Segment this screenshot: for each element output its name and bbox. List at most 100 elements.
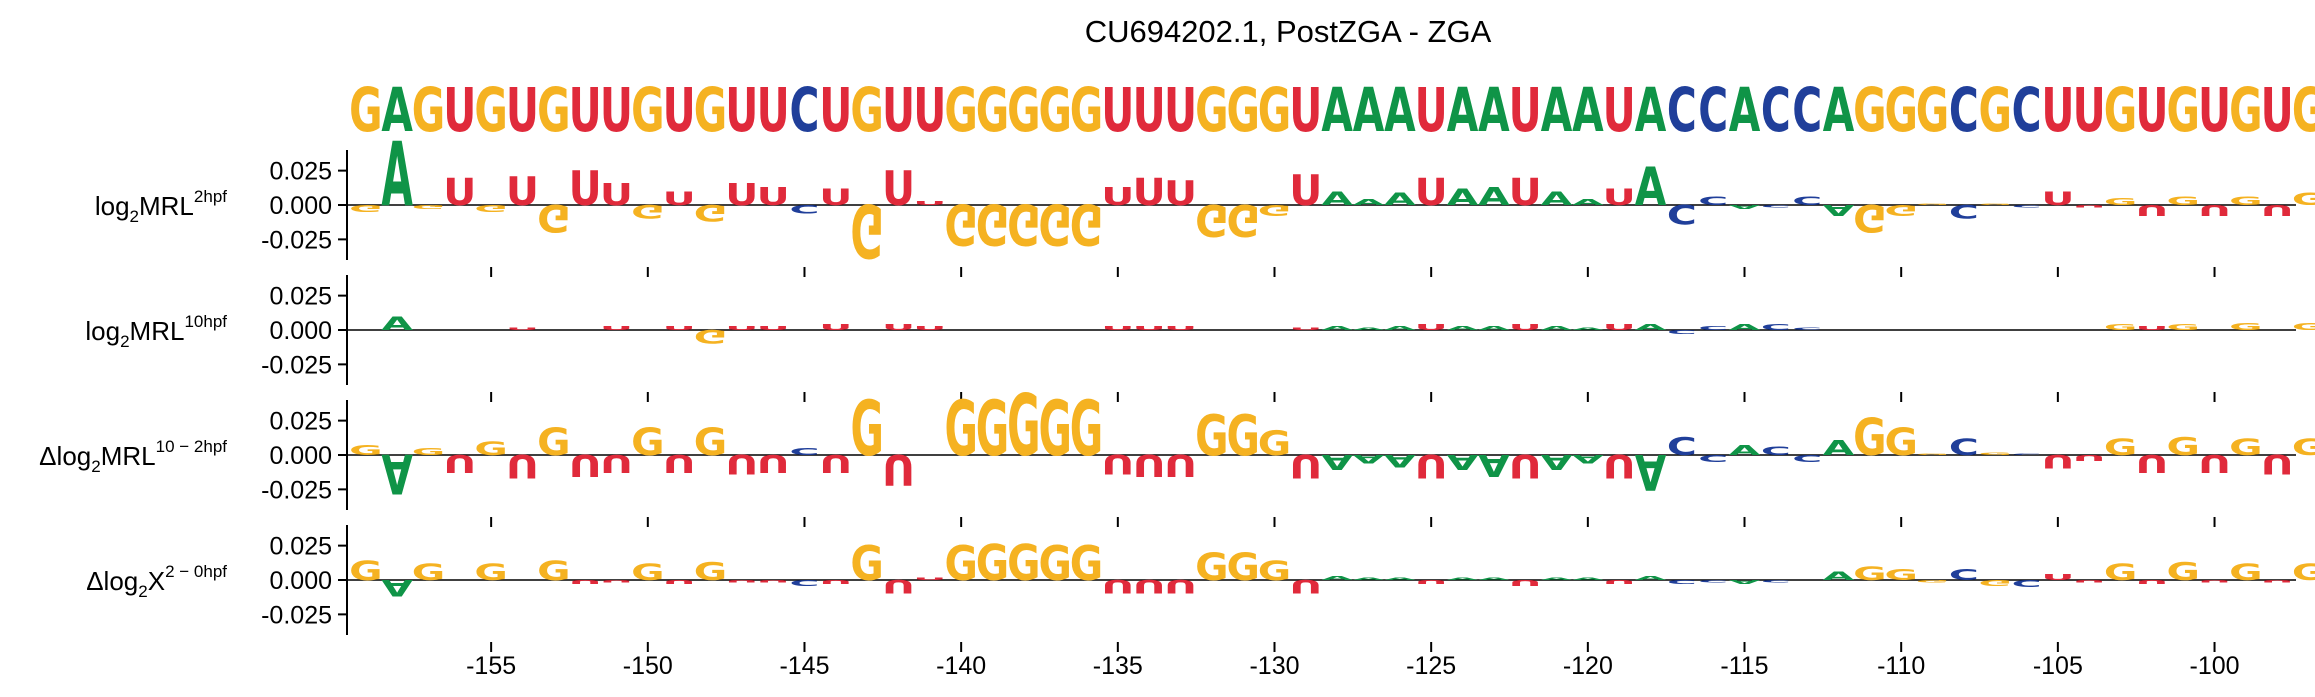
svg-text:G: G [2104, 559, 2137, 586]
svg-text:G: G [694, 421, 727, 464]
logo-letter-U: U [1101, 182, 1134, 210]
svg-text:C: C [2012, 578, 2042, 589]
logo-letter-G: G [2166, 557, 2199, 585]
svg-text:U: U [1101, 575, 1134, 596]
svg-text:G: G [1070, 76, 1103, 146]
y-tick-label: 0.000 [269, 442, 332, 470]
svg-text:U: U [2261, 579, 2294, 583]
svg-text:G: G [2166, 323, 2199, 332]
svg-text:A: A [1823, 436, 1855, 460]
svg-text:G: G [474, 559, 507, 586]
logo-letter-G: G [2104, 434, 2137, 461]
svg-text:U: U [1603, 323, 1636, 332]
logo-letter-G: G [1853, 195, 1886, 238]
logo-letter-G: G [474, 203, 507, 214]
svg-text:A: A [1353, 76, 1385, 146]
logo-letter-U: U [2041, 450, 2074, 471]
logo-letter-U: U [1101, 575, 1134, 596]
svg-text:U: U [2073, 76, 2106, 146]
svg-text:A: A [1478, 182, 1510, 210]
sequence-letter-U: U [2261, 76, 2294, 146]
logo-letter-G: G [1884, 201, 1917, 219]
svg-text:G: G [2292, 434, 2315, 461]
svg-text:U: U [1415, 323, 1448, 332]
svg-text:C: C [1949, 200, 1979, 221]
svg-text:A: A [1729, 204, 1761, 211]
logo-letter-A: A [1823, 570, 1855, 583]
svg-text:A: A [1447, 325, 1479, 332]
logo-letter-G: G [631, 200, 664, 221]
sequence-letter-U: U [1133, 76, 1166, 146]
svg-text:A: A [1353, 576, 1385, 580]
logo-letter-A: A [1823, 436, 1855, 460]
panel-label: log2MRL2hpf [95, 187, 227, 226]
logo-letter-A: A [1572, 326, 1604, 330]
svg-text:A: A [1321, 575, 1353, 582]
svg-text:A: A [1635, 76, 1667, 146]
svg-text:A: A [381, 441, 413, 504]
svg-text:U: U [1133, 325, 1166, 332]
logo-letter-U: U [1289, 326, 1322, 330]
svg-text:U: U [1415, 579, 1448, 586]
svg-text:U: U [506, 76, 539, 146]
logo-letter-U: U [913, 576, 946, 580]
logo-letter-A: A [1447, 184, 1479, 211]
y-tick-label: -0.025 [261, 351, 332, 379]
logo-letter-U: U [2041, 573, 2074, 582]
svg-text:A: A [381, 124, 413, 227]
logo-letter-C: C [790, 202, 820, 215]
svg-text:G: G [2104, 196, 2137, 207]
logo-letter-U: U [1101, 448, 1134, 479]
svg-text:U: U [757, 579, 790, 583]
svg-text:G: G [1226, 402, 1259, 469]
logo-letter-A: A [381, 575, 413, 602]
logo-letter-G: G [2292, 559, 2315, 586]
svg-text:G: G [1916, 579, 1949, 583]
y-tick-label: 0.025 [269, 283, 332, 311]
logo-letter-G: G [1226, 402, 1259, 469]
svg-text:U: U [913, 576, 946, 580]
logo-letter-A: A [1729, 204, 1761, 211]
svg-text:G: G [2229, 76, 2262, 146]
svg-text:G: G [1884, 76, 1917, 146]
svg-text:A: A [1384, 325, 1416, 332]
svg-text:G: G [1007, 191, 1040, 258]
logo-letter-G: G [1038, 537, 1071, 592]
svg-text:G: G [474, 203, 507, 214]
logo-letter-G: G [349, 203, 382, 214]
svg-text:A: A [381, 575, 413, 602]
svg-text:A: A [1572, 576, 1604, 580]
svg-text:A: A [1635, 575, 1667, 582]
sequence-letter-C: C [1761, 76, 1791, 146]
logo-letter-U: U [506, 170, 539, 215]
svg-text:C: C [1667, 76, 1697, 146]
logo-letter-G: G [1258, 201, 1291, 219]
svg-text:U: U [600, 579, 633, 583]
svg-text:G: G [694, 557, 727, 585]
logo-letter-G: G [537, 421, 570, 464]
svg-text:A: A [1478, 447, 1510, 481]
svg-text:U: U [1415, 76, 1448, 146]
svg-text:G: G [2104, 76, 2137, 146]
svg-text:U: U [2261, 448, 2294, 479]
svg-text:G: G [1884, 421, 1917, 464]
x-tick-label: -105 [2033, 652, 2083, 680]
svg-text:U: U [1101, 76, 1134, 146]
logo-letter-C: C [1698, 195, 1728, 208]
svg-text:G: G [1853, 408, 1886, 468]
logo-letter-A: A [1478, 325, 1510, 332]
sequence-letter-G: G [1258, 76, 1291, 146]
logo-letter-G: G [2292, 190, 2315, 210]
logo-letter-G: G [1853, 408, 1886, 468]
svg-text:U: U [443, 76, 476, 146]
sequence-letter-U: U [725, 76, 758, 146]
logo-letter-A: A [1572, 198, 1604, 207]
svg-text:G: G [1853, 76, 1886, 146]
svg-text:C: C [1698, 76, 1728, 146]
x-tick-label: -140 [936, 652, 986, 680]
logo-letter-G: G [2229, 559, 2262, 586]
logo-letter-A: A [381, 441, 413, 504]
svg-text:G: G [1916, 203, 1949, 205]
svg-text:U: U [882, 76, 915, 146]
